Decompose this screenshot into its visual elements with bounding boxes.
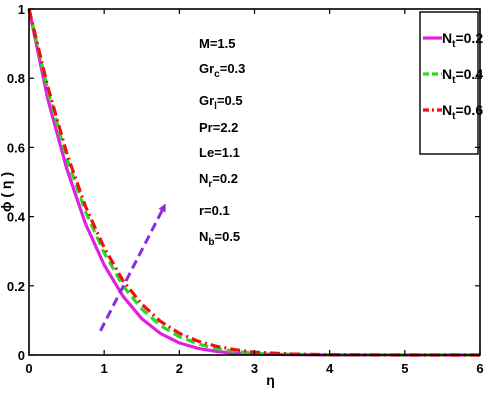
y-tick-label: 0.8 <box>7 71 25 86</box>
legend-entry: Nt=0.2 <box>442 30 483 50</box>
y-tick-label: 0.6 <box>7 140 25 155</box>
y-tick-label: 0.2 <box>7 279 25 294</box>
legend-entry: Nt=0.6 <box>442 102 483 122</box>
x-tick-label: 6 <box>476 361 483 376</box>
annotation-line: Nr=0.2 <box>199 171 238 190</box>
x-tick-label: 2 <box>176 361 183 376</box>
annotation-line: M=1.5 <box>199 36 236 51</box>
x-axis-label: η <box>266 372 275 388</box>
y-tick-label: 0 <box>18 348 25 363</box>
legend: Nt=0.2Nt=0.4Nt=0.6 <box>419 11 483 155</box>
annotation-line: Le=1.1 <box>199 145 240 160</box>
annotation-line: Nb=0.5 <box>199 229 240 248</box>
plot-area <box>29 9 480 355</box>
annotation-block: M=1.5 Grc=0.3 Grl=0.5 Pr=2.2 Le=1.1 Nr=0.2 r=0… <box>199 36 245 248</box>
axes: 0 1 2 3 4 5 6 0 0.2 0.4 0.6 0.8 1 η ϕ ( η ) <box>0 2 484 388</box>
legend-box <box>419 11 479 155</box>
trend-arrow <box>99 203 166 332</box>
x-tick-label: 1 <box>101 361 108 376</box>
annotation-line: Pr=2.2 <box>199 120 238 135</box>
x-tick-label: 0 <box>25 361 32 376</box>
x-tick-label: 4 <box>326 361 334 376</box>
trend-arrow-line <box>99 203 166 332</box>
annotation-line: Grc=0.3 <box>199 61 245 80</box>
y-tick-label: 0.4 <box>7 210 26 225</box>
y-tick-label: 1 <box>18 2 25 17</box>
annotation-line: r=0.1 <box>199 203 230 218</box>
x-tick-label: 5 <box>401 361 408 376</box>
y-axis-label: ϕ ( η ) <box>0 172 14 212</box>
plot-background <box>29 9 480 355</box>
x-tick-label: 3 <box>251 361 258 376</box>
annotation-line: Grl=0.5 <box>199 93 243 112</box>
